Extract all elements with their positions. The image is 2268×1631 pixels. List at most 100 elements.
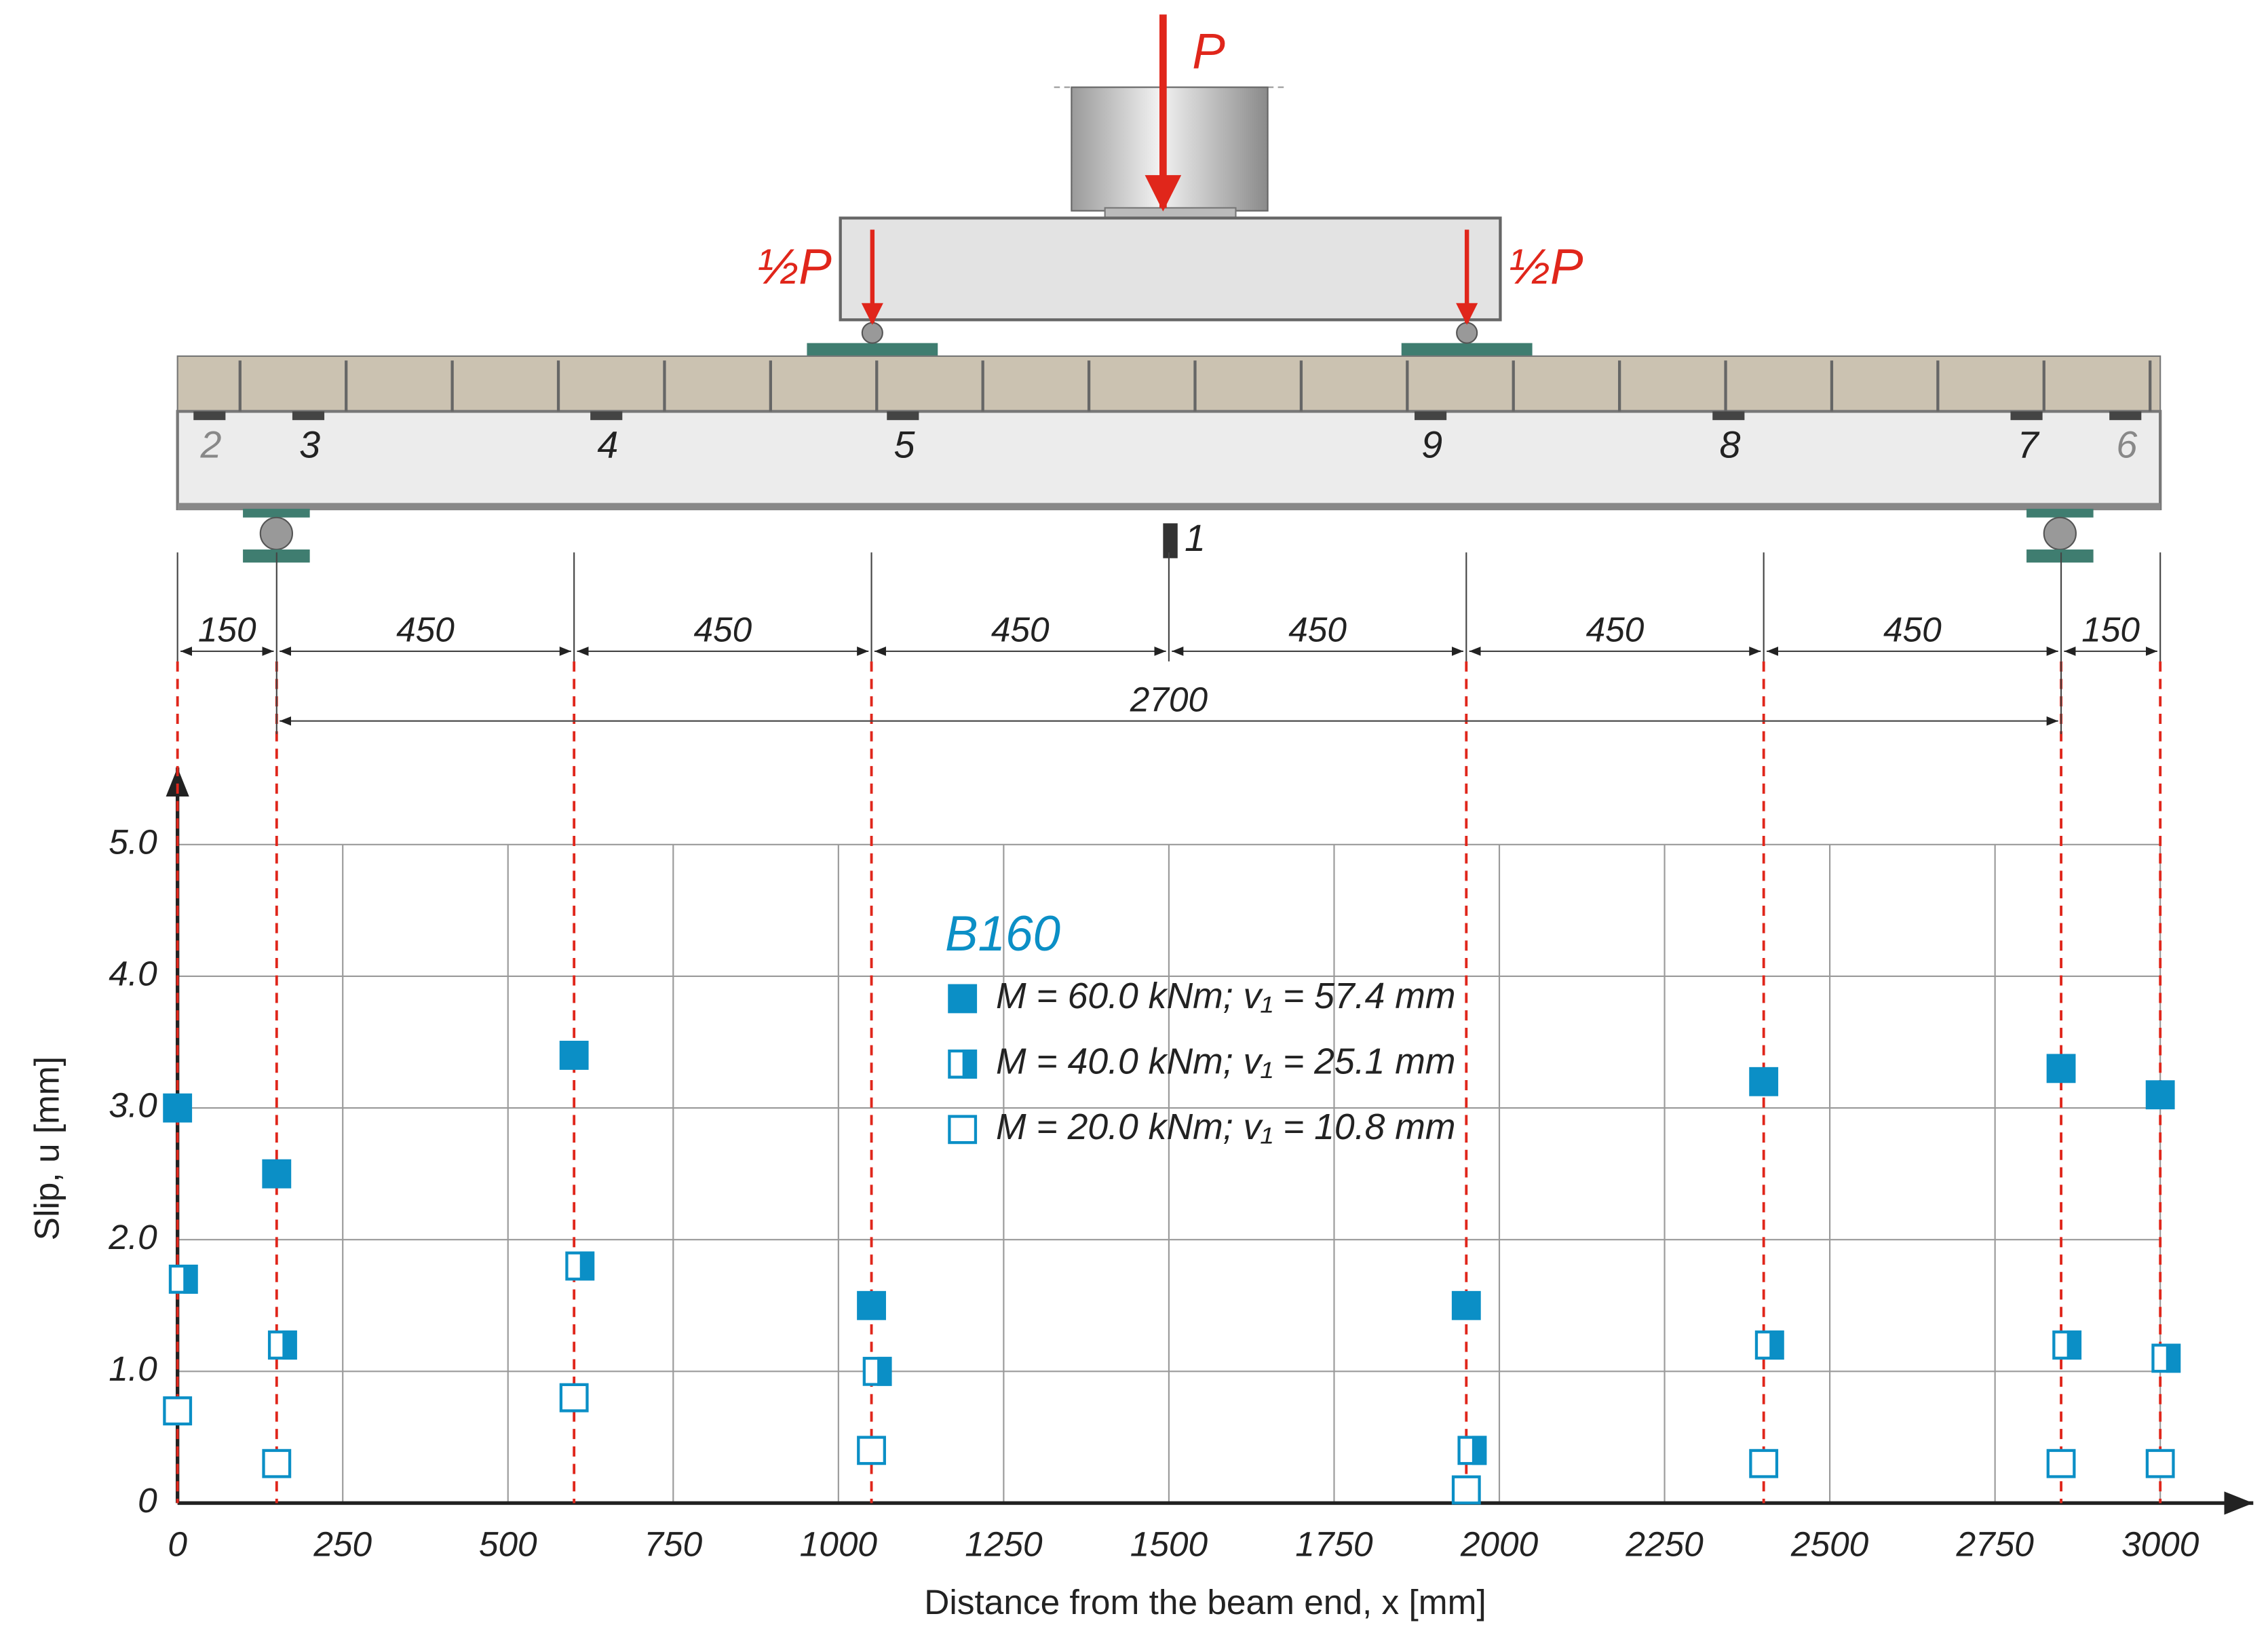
y-tick-label: 4.0 xyxy=(109,954,157,993)
marker-square xyxy=(1749,1067,1779,1096)
dimension-label: 150 xyxy=(2081,610,2140,649)
x-tick-label: 0 xyxy=(168,1524,187,1563)
marker-square xyxy=(1749,1448,1779,1478)
marker-half xyxy=(1472,1436,1487,1465)
marker-square xyxy=(559,1041,589,1070)
support-plate xyxy=(243,508,310,518)
marker xyxy=(857,1290,886,1320)
deflection-gauge xyxy=(1163,523,1178,558)
load-label: ½P xyxy=(1509,239,1583,294)
dimension-label: 150 xyxy=(198,610,256,649)
dimension-label: 450 xyxy=(396,610,455,649)
y-tick-label: 3.0 xyxy=(109,1086,157,1125)
sensor-label: 9 xyxy=(1421,424,1442,466)
load-label: ½P xyxy=(758,239,832,294)
marker-half xyxy=(877,1356,892,1386)
dimension-label: 450 xyxy=(1586,610,1645,649)
sensor-label: 4 xyxy=(597,424,618,466)
marker xyxy=(1451,1475,1481,1505)
marker-square xyxy=(857,1290,886,1320)
marker xyxy=(1754,1330,1784,1360)
sensor-label: 3 xyxy=(299,424,320,466)
marker-square xyxy=(1451,1475,1481,1505)
marker-square xyxy=(262,1448,292,1478)
dimension-label: 450 xyxy=(1883,610,1942,649)
legend-box xyxy=(930,898,1541,1164)
slip-gauge xyxy=(1712,411,1745,421)
marker-square xyxy=(2145,1448,2175,1478)
support-roller xyxy=(2043,516,2077,550)
legend-label: M = 60.0 kNm; v₁ = 57.4 mm xyxy=(996,976,1456,1016)
sensor-label: 2 xyxy=(199,424,221,466)
roller xyxy=(1456,322,1478,344)
marker xyxy=(262,1159,292,1189)
dimension-label: 450 xyxy=(693,610,752,649)
sensor-label: 5 xyxy=(893,424,915,466)
marker-square xyxy=(163,1396,193,1425)
support-plate xyxy=(2026,549,2094,563)
marker-half xyxy=(183,1265,198,1294)
dimension-label: 450 xyxy=(1288,610,1347,649)
marker xyxy=(262,1448,292,1478)
marker-square xyxy=(163,1093,193,1123)
x-tick-label: 250 xyxy=(313,1524,372,1563)
beam-flange xyxy=(177,503,2161,511)
y-axis-title: Slip, u [mm] xyxy=(27,1056,66,1240)
beam-web xyxy=(176,410,2162,511)
sensor-label: 8 xyxy=(1719,424,1740,466)
marker xyxy=(2052,1330,2082,1360)
y-tick-label: 0 xyxy=(138,1480,157,1520)
marker-half xyxy=(2166,1343,2181,1373)
x-tick-label: 1000 xyxy=(800,1524,878,1563)
actuator xyxy=(1071,86,1269,212)
marker-half xyxy=(962,1049,978,1079)
marker xyxy=(2046,1054,2076,1083)
x-tick-label: 1750 xyxy=(1295,1524,1373,1563)
marker-half xyxy=(2067,1330,2082,1360)
y-tick-label: 5.0 xyxy=(109,822,157,861)
marker-half xyxy=(1769,1330,1784,1360)
marker-square xyxy=(2046,1054,2076,1083)
x-tick-label: 1500 xyxy=(1130,1524,1208,1563)
marker-square xyxy=(948,984,978,1014)
marker-square xyxy=(262,1159,292,1189)
slip-gauge xyxy=(193,411,226,421)
marker-half xyxy=(579,1251,595,1281)
x-tick-label: 2000 xyxy=(1460,1524,1539,1563)
x-tick-label: 2250 xyxy=(1625,1524,1704,1563)
marker-square xyxy=(948,1115,978,1145)
slab xyxy=(176,355,2161,412)
x-tick-label: 2500 xyxy=(1790,1524,1869,1563)
marker xyxy=(2046,1448,2076,1478)
marker xyxy=(2145,1448,2175,1478)
marker-square xyxy=(857,1436,886,1465)
marker-square xyxy=(1451,1290,1481,1320)
marker xyxy=(163,1093,193,1123)
load-plate xyxy=(1401,343,1533,356)
roller xyxy=(861,322,883,344)
support-roller xyxy=(259,516,294,550)
marker xyxy=(2151,1343,2181,1373)
dimension-label: 450 xyxy=(991,610,1050,649)
marker-square xyxy=(2046,1448,2076,1478)
marker xyxy=(559,1383,589,1413)
slip-gauge xyxy=(2109,411,2142,421)
marker xyxy=(948,1049,978,1079)
x-tick-label: 750 xyxy=(644,1524,702,1563)
marker xyxy=(1451,1290,1481,1320)
dimension-label: 2700 xyxy=(1130,679,1208,718)
marker xyxy=(565,1251,595,1281)
marker xyxy=(857,1436,886,1465)
x-tick-label: 3000 xyxy=(2121,1524,2199,1563)
support-plate xyxy=(2026,508,2094,518)
legend-label: M = 20.0 kNm; v₁ = 10.8 mm xyxy=(996,1107,1456,1147)
marker xyxy=(267,1330,297,1360)
slip-gauge xyxy=(2010,411,2043,421)
marker xyxy=(948,1115,978,1145)
marker xyxy=(559,1041,589,1070)
slip-gauge xyxy=(590,411,623,421)
marker xyxy=(2145,1080,2175,1110)
marker-square xyxy=(559,1383,589,1413)
legend-title: B160 xyxy=(945,906,1060,961)
